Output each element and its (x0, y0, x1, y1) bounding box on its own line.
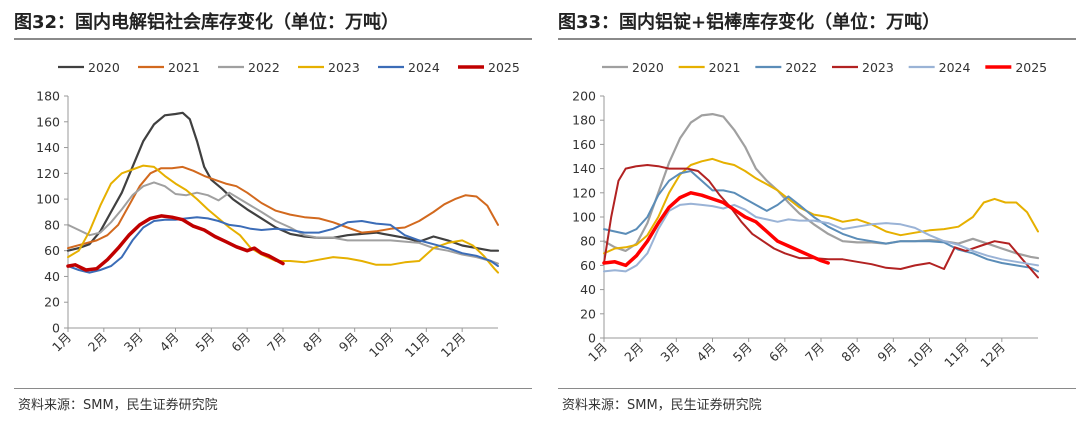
chart-panel-left: 图32：国内电解铝社会库存变化（单位：万吨） 2020 2021 2022 2023 2… (8, 0, 538, 422)
x-tick-label: 4月 (157, 330, 182, 355)
legend-item: 2025 (985, 60, 1047, 75)
x-tick-label: 8月 (300, 330, 325, 355)
line-chart: 2020 2021 2022 2023 2024 2025 0 20 40 60 80 100 120 1… (572, 60, 1047, 371)
y-tick-label: 0 (588, 331, 596, 346)
series-line-2020 (602, 113, 1040, 260)
x-tick-label: 10月 (905, 340, 936, 371)
y-tick-label: 200 (572, 89, 596, 104)
y-tick-label: 80 (44, 217, 60, 232)
x-tick-label: 2月 (621, 340, 646, 365)
line-chart: 2020 2021 2022 2023 2024 2025 0 20 40 60 80 100 120 1… (36, 60, 520, 361)
x-tick-label: 9月 (874, 340, 899, 365)
x-tick-label: 5月 (730, 340, 755, 365)
x-tick-label: 11月 (941, 340, 972, 371)
legend-label: 2020 (632, 60, 664, 75)
legend-item: 2024 (908, 60, 971, 75)
y-tick-label: 100 (36, 192, 60, 207)
y-tick-label: 180 (572, 113, 596, 128)
series-line-2022 (67, 181, 499, 265)
x-tick-label: 10月 (366, 330, 397, 361)
legend-label: 2020 (88, 60, 120, 75)
x-tick-label: 11月 (402, 330, 433, 361)
source-divider (558, 388, 1076, 389)
x-tick-label: 6月 (228, 330, 253, 355)
series-line-2023 (67, 164, 499, 274)
y-tick-label: 60 (580, 258, 596, 273)
series-line-2025 (602, 191, 830, 268)
legend-item: 2023 (298, 60, 360, 75)
series-line-2024 (67, 216, 499, 274)
source-note: 资料来源：SMM，民生证券研究院 (562, 398, 762, 413)
x-tick-label: 3月 (121, 330, 146, 355)
x-tick-label: 5月 (192, 330, 217, 355)
y-tick-label: 40 (44, 269, 60, 284)
series-line-2021 (603, 157, 1039, 255)
y-tick-label: 120 (36, 166, 60, 181)
legend-label: 2021 (168, 60, 200, 75)
x-tick-label: 7月 (264, 330, 289, 355)
legend-label: 2021 (709, 60, 741, 75)
legend-item: 2022 (755, 60, 817, 75)
legend-label: 2022 (248, 60, 280, 75)
y-tick-label: 20 (44, 295, 60, 310)
y-tick-label: 160 (36, 114, 60, 129)
legend-label: 2022 (785, 60, 817, 75)
y-tick-label: 60 (44, 243, 60, 258)
y-tick-label: 80 (580, 234, 596, 249)
legend-item: 2022 (218, 60, 280, 75)
title-divider (558, 38, 1076, 40)
series-line-2024 (603, 202, 1039, 273)
y-tick-label: 100 (572, 210, 596, 225)
series-line-2020 (66, 111, 500, 252)
source-note: 资料来源：SMM，民生证券研究院 (18, 398, 218, 413)
y-tick-label: 120 (572, 185, 596, 200)
legend-label: 2024 (408, 60, 440, 75)
x-tick-label: 7月 (802, 340, 827, 365)
chart-title: 图32：国内电解铝社会库存变化（单位：万吨） (14, 12, 400, 33)
legend-item: 2023 (832, 60, 894, 75)
x-tick-label: 2月 (85, 330, 110, 355)
x-tick-label: 4月 (694, 340, 719, 365)
legend-item: 2021 (678, 60, 741, 75)
legend-item: 2020 (58, 60, 120, 75)
x-tick-label: 6月 (766, 340, 791, 365)
y-tick-label: 160 (572, 137, 596, 152)
legend-label: 2025 (488, 60, 520, 75)
y-tick-label: 140 (572, 161, 596, 176)
series-line-2025 (66, 214, 285, 272)
legend-item: 2020 (602, 60, 664, 75)
x-tick-label: 12月 (977, 340, 1008, 371)
y-tick-label: 0 (52, 321, 60, 336)
series-line-2023 (603, 164, 1039, 279)
chart-panel-right: 图33：国内铝锭+铝棒库存变化（单位：万吨） 2020 2021 2022 2023 2… (552, 0, 1080, 422)
legend-label: 2023 (862, 60, 894, 75)
legend-item: 2024 (378, 60, 440, 75)
chart-title: 图33：国内铝锭+铝棒库存变化（单位：万吨） (558, 12, 941, 33)
legend-label: 2024 (939, 60, 971, 75)
x-tick-label: 12月 (438, 330, 469, 361)
title-divider (14, 38, 532, 40)
y-tick-label: 140 (36, 140, 60, 155)
x-tick-label: 8月 (838, 340, 863, 365)
legend-label: 2023 (328, 60, 360, 75)
legend-label: 2025 (1015, 60, 1047, 75)
legend-item: 2025 (458, 60, 520, 75)
y-tick-label: 40 (580, 282, 596, 297)
y-tick-label: 20 (580, 306, 596, 321)
y-tick-label: 180 (36, 89, 60, 104)
x-tick-label: 9月 (336, 330, 361, 355)
x-tick-label: 3月 (657, 340, 682, 365)
legend-item: 2021 (138, 60, 200, 75)
source-divider (14, 388, 532, 389)
